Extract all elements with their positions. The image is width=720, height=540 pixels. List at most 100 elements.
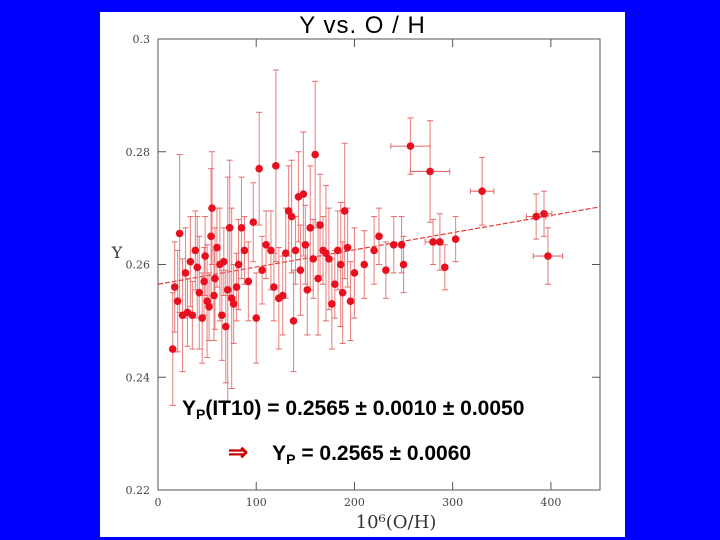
data-point (200, 277, 208, 286)
data-point (175, 229, 184, 238)
data-point (301, 240, 310, 249)
data-point (325, 255, 333, 263)
slide-title: Y vs. O / H (299, 12, 426, 39)
data-point (375, 232, 383, 241)
x-tick-label: 0 (155, 496, 162, 509)
data-point (237, 224, 246, 232)
equation-yp-total: ⇒ YP = 0.2565 ± 0.0060 (228, 438, 471, 467)
data-point (478, 187, 486, 196)
data-point (328, 300, 336, 308)
eq2-subscript: P (286, 451, 296, 467)
data-point (220, 257, 228, 266)
error-bars (169, 69, 564, 406)
eq1-tag: (IT10) (205, 397, 262, 420)
eq1-value: = 0.2565 ± 0.0010 ± 0.0050 (267, 397, 525, 420)
data-point (278, 291, 287, 300)
data-point (289, 317, 298, 325)
data-point (316, 221, 324, 229)
x-tick-label: 300 (442, 496, 463, 509)
data-point (331, 280, 339, 289)
y-tick-label: 0.26 (126, 259, 151, 272)
data-point (426, 167, 434, 176)
x-tick-label: 100 (246, 496, 267, 509)
data-points (168, 142, 552, 353)
data-point (232, 283, 241, 291)
data-point (343, 243, 352, 252)
data-point (207, 232, 215, 241)
data-point (544, 252, 552, 260)
data-point (221, 322, 230, 331)
data-point (299, 190, 308, 198)
data-point (168, 345, 177, 353)
data-point (389, 240, 398, 249)
data-point (270, 283, 278, 291)
data-point (406, 142, 415, 150)
eq1-subscript: P (196, 406, 206, 422)
data-point (229, 300, 238, 308)
eq1-label: Y (182, 397, 197, 420)
eq2-value: = 0.2565 ± 0.0060 (301, 442, 472, 465)
data-point (244, 277, 253, 286)
x-axis-label: 10⁶(O/H) (356, 512, 437, 533)
data-point (225, 224, 234, 232)
data-point (540, 209, 548, 218)
data-point (532, 212, 540, 221)
data-point (370, 246, 378, 255)
data-point (287, 212, 296, 221)
data-point (303, 286, 312, 294)
data-point (336, 260, 345, 269)
data-point (338, 288, 347, 297)
data-point (360, 260, 369, 269)
data-point (399, 260, 408, 269)
scatter-plot: 0 100 200 300 400 0.22 0.24 0.26 0.28 0.3 10⁶(O/H… (111, 33, 601, 533)
x-tick-label: 400 (540, 496, 561, 509)
data-point (262, 240, 270, 249)
figure-panel: 0 100 200 300 400 0.22 0.24 0.26 0.28 0.3 10⁶(O/H… (100, 12, 625, 537)
data-point (213, 243, 221, 252)
equation-yp-it10: YP(IT10) = 0.2565 ± 0.0010 ± 0.0050 (182, 397, 524, 422)
data-point (281, 249, 290, 258)
x-tick-label: 200 (344, 496, 365, 509)
data-point (249, 218, 258, 227)
data-point (382, 266, 390, 274)
data-point (255, 164, 263, 173)
data-point (198, 314, 206, 322)
data-point (181, 269, 190, 277)
data-point (193, 263, 202, 272)
y-tick-label: 0.24 (126, 371, 151, 384)
eq2-label: Y (272, 442, 287, 465)
y-tick-label: 0.28 (126, 146, 151, 159)
y-axis-label: Y (111, 243, 123, 262)
data-point (195, 288, 204, 297)
data-point (205, 302, 213, 311)
data-point (258, 266, 266, 274)
data-point (223, 286, 232, 294)
y-tick-label: 0.3 (133, 33, 151, 46)
tick-labels: 0 100 200 300 400 0.22 0.24 0.26 0.28 0.3 (126, 33, 562, 509)
data-point (296, 266, 305, 274)
data-point (173, 297, 182, 305)
data-point (267, 246, 275, 255)
data-point (272, 162, 280, 170)
data-point (191, 246, 200, 255)
data-point (306, 224, 315, 232)
data-point (170, 283, 179, 291)
data-point (314, 274, 322, 283)
data-point (252, 314, 261, 322)
data-point (201, 252, 209, 260)
data-point (208, 204, 216, 212)
data-point (309, 255, 317, 263)
data-point (234, 260, 243, 269)
data-point (441, 263, 449, 272)
data-point (188, 311, 197, 320)
data-point (397, 240, 406, 249)
data-point (210, 291, 218, 300)
axis-ticks (157, 38, 600, 491)
data-point (451, 235, 460, 243)
data-point (211, 274, 219, 283)
data-point (333, 246, 342, 255)
data-point (284, 207, 293, 215)
data-point (311, 150, 319, 159)
data-point (429, 238, 437, 246)
data-point (240, 246, 249, 255)
